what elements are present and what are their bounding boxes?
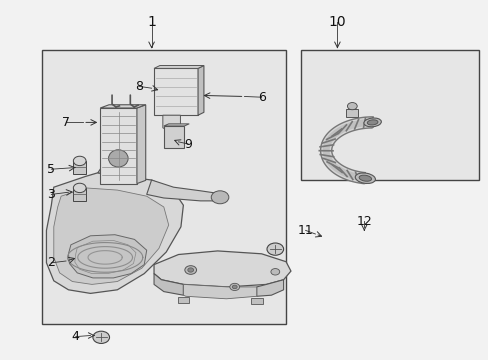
- Ellipse shape: [366, 120, 377, 125]
- Polygon shape: [198, 66, 203, 115]
- Polygon shape: [256, 280, 283, 296]
- Bar: [73, 161, 86, 174]
- Ellipse shape: [355, 173, 375, 184]
- Text: 7: 7: [62, 116, 70, 129]
- Polygon shape: [163, 124, 189, 126]
- Circle shape: [211, 191, 228, 204]
- Polygon shape: [154, 66, 203, 68]
- Circle shape: [184, 266, 196, 274]
- Circle shape: [73, 156, 86, 166]
- Circle shape: [266, 243, 283, 255]
- Ellipse shape: [108, 150, 128, 167]
- Bar: [154, 68, 198, 115]
- Circle shape: [93, 331, 109, 343]
- Polygon shape: [100, 105, 145, 108]
- Bar: [177, 297, 189, 303]
- Bar: [163, 126, 184, 148]
- Circle shape: [232, 285, 237, 289]
- Polygon shape: [68, 235, 146, 278]
- Circle shape: [229, 283, 239, 291]
- Bar: [250, 298, 262, 304]
- Bar: [41, 50, 285, 324]
- Text: 9: 9: [184, 138, 192, 150]
- Polygon shape: [146, 180, 222, 201]
- Ellipse shape: [363, 118, 381, 127]
- Text: 11: 11: [297, 224, 313, 237]
- Text: 12: 12: [356, 215, 371, 228]
- Polygon shape: [183, 284, 256, 299]
- Text: 10: 10: [328, 15, 346, 28]
- Text: 5: 5: [47, 163, 55, 176]
- Circle shape: [187, 268, 193, 272]
- Polygon shape: [46, 173, 183, 293]
- Bar: [346, 109, 357, 117]
- Ellipse shape: [358, 175, 371, 181]
- Polygon shape: [54, 188, 168, 284]
- Polygon shape: [154, 274, 183, 295]
- Circle shape: [346, 103, 356, 110]
- Polygon shape: [100, 108, 137, 184]
- Circle shape: [270, 269, 279, 275]
- Bar: [300, 50, 478, 180]
- Polygon shape: [137, 105, 145, 184]
- Polygon shape: [163, 115, 180, 133]
- Text: 4: 4: [72, 330, 80, 343]
- Polygon shape: [154, 251, 290, 287]
- Text: 6: 6: [257, 91, 265, 104]
- Circle shape: [73, 183, 86, 193]
- Text: 3: 3: [47, 188, 55, 201]
- Text: 8: 8: [135, 80, 143, 93]
- Polygon shape: [98, 144, 139, 176]
- Bar: [73, 188, 86, 201]
- Text: 2: 2: [47, 256, 55, 269]
- Text: 1: 1: [147, 15, 156, 28]
